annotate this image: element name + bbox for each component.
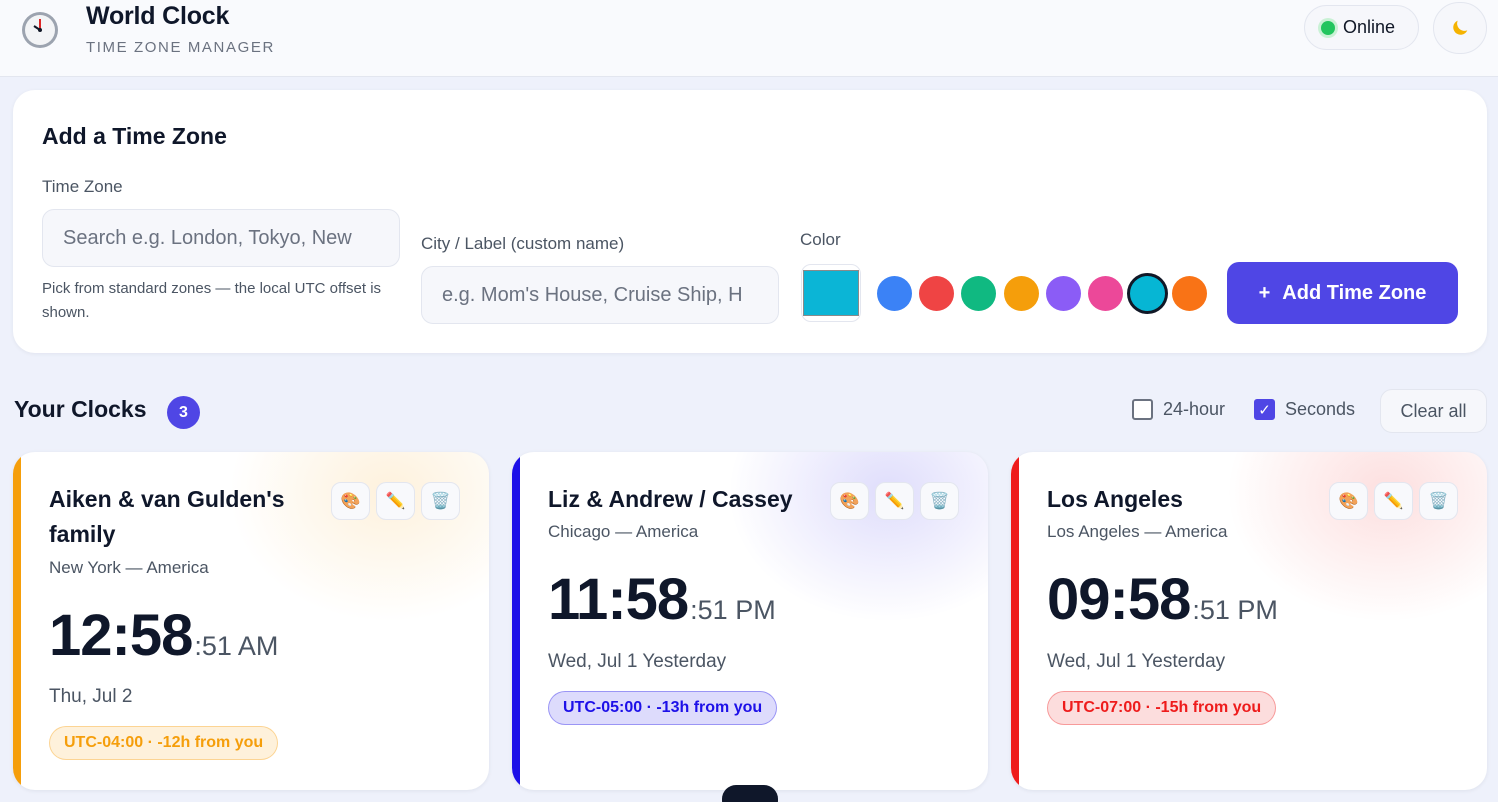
clock-time-hm: 12:58 [49, 603, 193, 668]
clock-date: Wed, Jul 1 Yesterday [1047, 651, 1226, 672]
utc-offset-badge: UTC-05:00 · -13h from you [548, 691, 778, 725]
panel-title: Add a Time Zone [42, 123, 227, 149]
clock-card: Aiken & van Gulden's family New York — A… [13, 452, 489, 790]
seconds-toggle[interactable]: ✓ Seconds [1254, 399, 1355, 420]
hour24-checkbox[interactable] [1132, 399, 1153, 420]
color-swatch-option[interactable] [919, 276, 955, 311]
color-swatch-option[interactable] [1172, 276, 1208, 311]
timezone-search-input[interactable] [42, 209, 400, 267]
color-label: Color [800, 230, 841, 249]
plus-icon: + [1258, 281, 1271, 304]
clock-logo-icon [22, 12, 58, 48]
color-swatch-option[interactable] [961, 276, 997, 311]
color-swatch-option[interactable] [1003, 276, 1039, 311]
timezone-label: Time Zone [42, 177, 123, 196]
color-swatch-option[interactable] [877, 276, 912, 311]
edit-button[interactable]: ✏️ [1374, 482, 1413, 520]
clock-time: 12:58 :51 AM [49, 602, 278, 669]
color-button[interactable]: 🎨 [331, 482, 370, 520]
card-accent-bar [512, 452, 520, 790]
clock-card: Liz & Andrew / Cassey Chicago — America … [512, 452, 988, 790]
color-picker[interactable] [801, 264, 861, 322]
status-badge: Online [1304, 5, 1419, 50]
clock-name: Los Angeles [1047, 486, 1183, 512]
clock-time-hm: 11:58 [548, 567, 689, 632]
city-label-input[interactable] [421, 266, 779, 324]
color-swatch-option[interactable] [1130, 276, 1166, 311]
clock-location: Chicago — America [548, 522, 699, 541]
trash-icon: 🗑️ [1428, 493, 1449, 510]
palette-icon: 🎨 [839, 493, 860, 510]
clock-time-seconds: :51 AM [194, 631, 279, 661]
add-timezone-panel: Add a Time Zone Time Zone Pick from stan… [13, 90, 1487, 353]
bottom-handle[interactable] [722, 785, 778, 802]
clock-name: Liz & Andrew / Cassey [548, 486, 793, 512]
online-dot-icon [1321, 20, 1335, 35]
status-label: Online [1343, 17, 1396, 37]
utc-offset-badge: UTC-04:00 · -12h from you [49, 726, 279, 760]
card-accent-bar [1011, 452, 1019, 790]
clock-date: Wed, Jul 1 Yesterday [548, 651, 727, 672]
seconds-checkbox[interactable]: ✓ [1254, 399, 1275, 420]
clock-time-hm: 09:58 [1047, 567, 1191, 632]
color-button[interactable]: 🎨 [830, 482, 869, 520]
trash-icon: 🗑️ [430, 493, 451, 510]
trash-icon: 🗑️ [929, 493, 950, 510]
clock-count-badge: 3 [167, 396, 200, 429]
seconds-label: Seconds [1285, 399, 1356, 419]
delete-button[interactable]: 🗑️ [1419, 482, 1458, 520]
pencil-icon: ✏️ [385, 493, 406, 510]
palette-icon: 🎨 [1338, 493, 1359, 510]
clock-date: Thu, Jul 2 [49, 686, 133, 707]
utc-offset-badge: UTC-07:00 · -15h from you [1047, 691, 1277, 725]
add-timezone-button[interactable]: + Add Time Zone [1227, 262, 1458, 324]
edit-button[interactable]: ✏️ [875, 482, 914, 520]
clear-all-button[interactable]: Clear all [1380, 389, 1487, 433]
app-title: World Clock [86, 2, 230, 30]
clock-location: Los Angeles — America [1047, 522, 1228, 541]
color-swatch-option[interactable] [1088, 276, 1123, 311]
city-label: City / Label (custom name) [421, 234, 625, 253]
clock-card: Los Angeles Los Angeles — America 09:58 … [1011, 452, 1487, 790]
clocks-title: Your Clocks [14, 396, 147, 422]
palette-icon: 🎨 [340, 493, 361, 510]
pencil-icon: ✏️ [884, 493, 905, 510]
delete-button[interactable]: 🗑️ [920, 482, 959, 520]
app-header: World Clock TIME ZONE MANAGER Online [0, 0, 1498, 77]
edit-button[interactable]: ✏️ [376, 482, 415, 520]
theme-toggle-button[interactable] [1433, 2, 1487, 54]
color-button[interactable]: 🎨 [1329, 482, 1368, 520]
hour24-toggle[interactable]: 24-hour [1132, 399, 1225, 420]
clock-name: Aiken & van Gulden's family [49, 486, 285, 547]
pencil-icon: ✏️ [1383, 493, 1404, 510]
card-accent-bar [13, 452, 21, 790]
delete-button[interactable]: 🗑️ [421, 482, 460, 520]
color-swatch-option[interactable] [1045, 276, 1081, 311]
moon-icon [1453, 20, 1468, 35]
clock-time: 11:58 :51 PM [548, 566, 776, 633]
color-picker-swatch [803, 270, 859, 316]
clock-time-seconds: :51 PM [1192, 595, 1278, 625]
clock-time: 09:58 :51 PM [1047, 566, 1278, 633]
hour24-label: 24-hour [1163, 399, 1226, 419]
clock-time-seconds: :51 PM [690, 595, 776, 625]
add-timezone-label: Add Time Zone [1282, 281, 1427, 304]
clock-location: New York — America [49, 558, 209, 577]
app-subtitle: TIME ZONE MANAGER [86, 39, 275, 56]
timezone-hint: Pick from standard zones — the local UTC… [42, 280, 382, 321]
